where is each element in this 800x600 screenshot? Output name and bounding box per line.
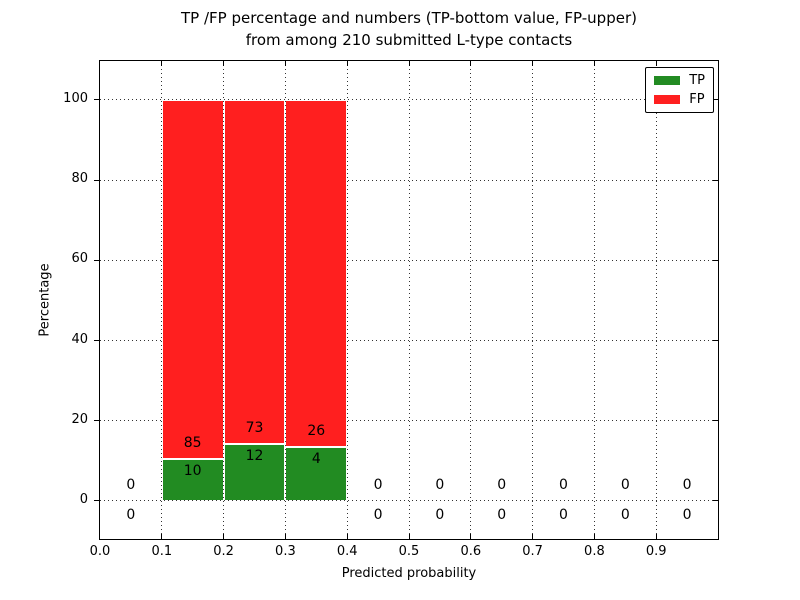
y-tick-label: 0 (79, 491, 88, 507)
bar-tp-segment (285, 447, 348, 501)
x-tick-mark-top (532, 61, 534, 66)
tp-count-label: 0 (497, 506, 507, 523)
y-tick-mark-right (713, 99, 718, 101)
x-tick-mark-top (470, 61, 472, 66)
grid-line-x-0.8 (593, 61, 595, 539)
y-tick-mark (93, 99, 99, 101)
x-tick-label: 0.7 (522, 544, 543, 559)
bar-tp-segment (161, 458, 224, 501)
fp-count-label: 0 (126, 476, 136, 493)
chart-title-line2: from among 210 submitted L-type contacts (245, 31, 573, 49)
tp-count-label: 0 (126, 506, 136, 523)
x-tick-mark-bottom (655, 534, 657, 539)
y-tick-label: 60 (71, 251, 88, 267)
x-tick-label: 0.2 (213, 544, 234, 559)
x-tick-mark-top (284, 61, 286, 66)
tp-legend-swatch-icon (654, 76, 681, 85)
x-tick-mark-bottom (470, 534, 472, 539)
fp-count-label: 0 (620, 476, 630, 493)
bar-fp-segment (161, 99, 224, 459)
x-tick-label: 0.9 (645, 544, 667, 559)
x-tick-label: 0.3 (275, 544, 296, 559)
grid-line-x-0.3 (284, 61, 286, 539)
y-tick-label: 40 (71, 331, 88, 347)
fp-count-label: 0 (373, 476, 383, 493)
x-tick-mark-bottom (532, 534, 534, 539)
legend: TP FP (645, 67, 714, 113)
y-tick-mark (93, 340, 99, 341)
x-tick-mark-bottom (223, 534, 225, 539)
bar-fp-segment (223, 99, 286, 445)
fp-count-label: 0 (559, 476, 568, 493)
grid-line-x-0.9 (655, 61, 657, 539)
tp-count-label: 0 (435, 506, 445, 523)
x-tick-label: 0.8 (584, 544, 605, 559)
x-tick-mark-bottom (346, 534, 348, 539)
bar-fp-segment (285, 99, 348, 448)
y-tick-label: 80 (71, 171, 88, 187)
y-tick-mark-right (713, 340, 718, 341)
grid-line-x-0.6 (470, 61, 472, 539)
grid-line-x-0.2 (223, 61, 225, 539)
grid-line-x-0.1 (161, 61, 163, 539)
chart-title: TP /FP percentage and numbers (TP-bottom… (181, 7, 637, 51)
tp-count-label: 0 (620, 506, 630, 523)
y-tick-label: 100 (63, 90, 88, 106)
legend-item-tp: TP (654, 74, 705, 87)
y-axis-label: Percentage (37, 263, 53, 337)
x-tick-mark-bottom (408, 534, 410, 539)
y-tick-mark (93, 420, 99, 422)
tp-count-label: 4 (311, 451, 321, 468)
grid-line-x-0.5 (408, 61, 410, 539)
fp-count-label: 0 (682, 476, 692, 493)
legend-label-tp: TP (689, 73, 705, 88)
chart-title-line1: TP /FP percentage and numbers (TP-bottom… (181, 9, 637, 27)
y-tick-mark (93, 500, 99, 502)
fp-count-label: 26 (307, 423, 326, 440)
grid-line-x-0.4 (346, 61, 348, 539)
x-tick-mark-top (223, 61, 225, 66)
y-tick-mark-right (713, 179, 718, 181)
x-tick-label: 0.0 (89, 544, 111, 559)
y-tick-mark-right (713, 259, 718, 261)
x-tick-mark-top (593, 61, 595, 66)
legend-label-fp: FP (689, 92, 705, 107)
x-axis-label: Predicted probability (341, 566, 477, 581)
y-tick-mark-right (713, 420, 718, 422)
tp-count-label: 12 (245, 448, 264, 465)
x-tick-mark-top (408, 61, 410, 66)
fp-count-label: 73 (245, 420, 264, 437)
x-tick-mark-bottom (161, 534, 163, 539)
x-tick-mark-bottom (284, 534, 286, 539)
x-tick-label: 0.1 (151, 544, 173, 559)
grid-line-x-0.7 (532, 61, 534, 539)
x-tick-mark-top (655, 61, 657, 66)
fp-count-label: 85 (183, 434, 202, 451)
y-tick-mark (93, 259, 99, 261)
fp-count-label: 0 (497, 476, 507, 493)
x-tick-label: 0.5 (398, 544, 420, 559)
tp-count-label: 0 (682, 506, 692, 523)
tp-count-label: 0 (559, 506, 568, 523)
y-tick-mark (93, 179, 99, 181)
fp-count-label: 0 (435, 476, 445, 493)
y-tick-mark-right (713, 500, 718, 502)
legend-item-fp: FP (654, 93, 705, 106)
x-tick-label: 0.6 (460, 544, 482, 559)
plot-area: TP FP 0 20 40 60 80 100 0.0 0.1 0.2 0.3 0.4 0.5 0.6 0… (63, 60, 719, 559)
x-tick-label: 0.4 (336, 544, 358, 559)
x-tick-mark-bottom (593, 534, 595, 539)
tp-count-label: 0 (373, 506, 383, 523)
x-tick-mark-top (346, 61, 348, 66)
x-tick-mark-top (161, 61, 163, 66)
y-tick-label: 20 (71, 411, 88, 427)
tp-count-label: 10 (183, 462, 202, 479)
fp-legend-swatch-icon (654, 95, 681, 104)
